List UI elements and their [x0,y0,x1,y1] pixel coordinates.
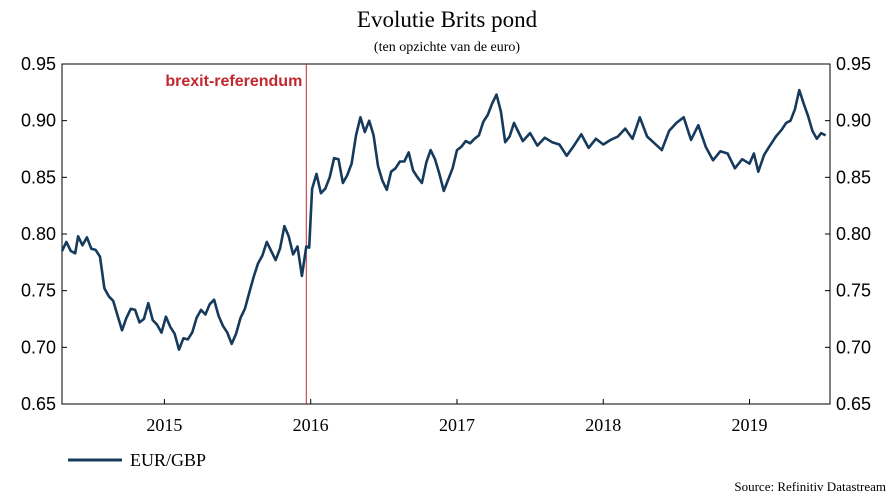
brexit-annotation: brexit-referendum [165,64,307,404]
y-tick-label-left: 0.85 [21,167,56,187]
chart-subtitle: (ten opzichte van de euro) [374,40,520,55]
brexit-referendum-label: brexit-referendum [165,73,302,90]
y-tick-label-left: 0.80 [21,224,56,244]
y-tick-label-left: 0.65 [21,394,56,414]
y-axis-right: 0.65 0.70 0.75 0.80 0.85 0.90 0.95 [825,54,871,414]
y-tick-label-right: 0.95 [836,54,871,74]
x-tick-label: 2019 [732,415,768,435]
x-axis: 2015 2016 2017 2018 2019 [146,399,768,435]
x-tick-label: 2017 [439,415,475,435]
y-tick-label-left: 0.95 [21,54,56,74]
source-label: Source: Refinitiv Datastream [734,479,886,494]
y-tick-label-right: 0.75 [836,281,871,301]
y-tick-label-right: 0.65 [836,394,871,414]
y-tick-label-left: 0.75 [21,281,56,301]
plot-frame [61,63,831,405]
y-tick-label-left: 0.70 [21,337,56,357]
x-tick-label: 2016 [293,415,329,435]
legend: EUR/GBP [68,450,206,470]
y-tick-label-right: 0.85 [836,167,871,187]
x-tick-label: 2018 [585,415,621,435]
x-tick-label: 2015 [146,415,182,435]
series-line-eur-gbp [60,88,827,351]
legend-label: EUR/GBP [130,450,206,470]
y-tick-label-left: 0.90 [21,111,56,131]
y-axis-left: 0.65 0.70 0.75 0.80 0.85 0.90 0.95 [21,54,67,414]
chart-title: Evolutie Brits pond [357,7,538,32]
y-tick-label-right: 0.80 [836,224,871,244]
y-tick-label-right: 0.90 [836,111,871,131]
y-tick-label-right: 0.70 [836,337,871,357]
